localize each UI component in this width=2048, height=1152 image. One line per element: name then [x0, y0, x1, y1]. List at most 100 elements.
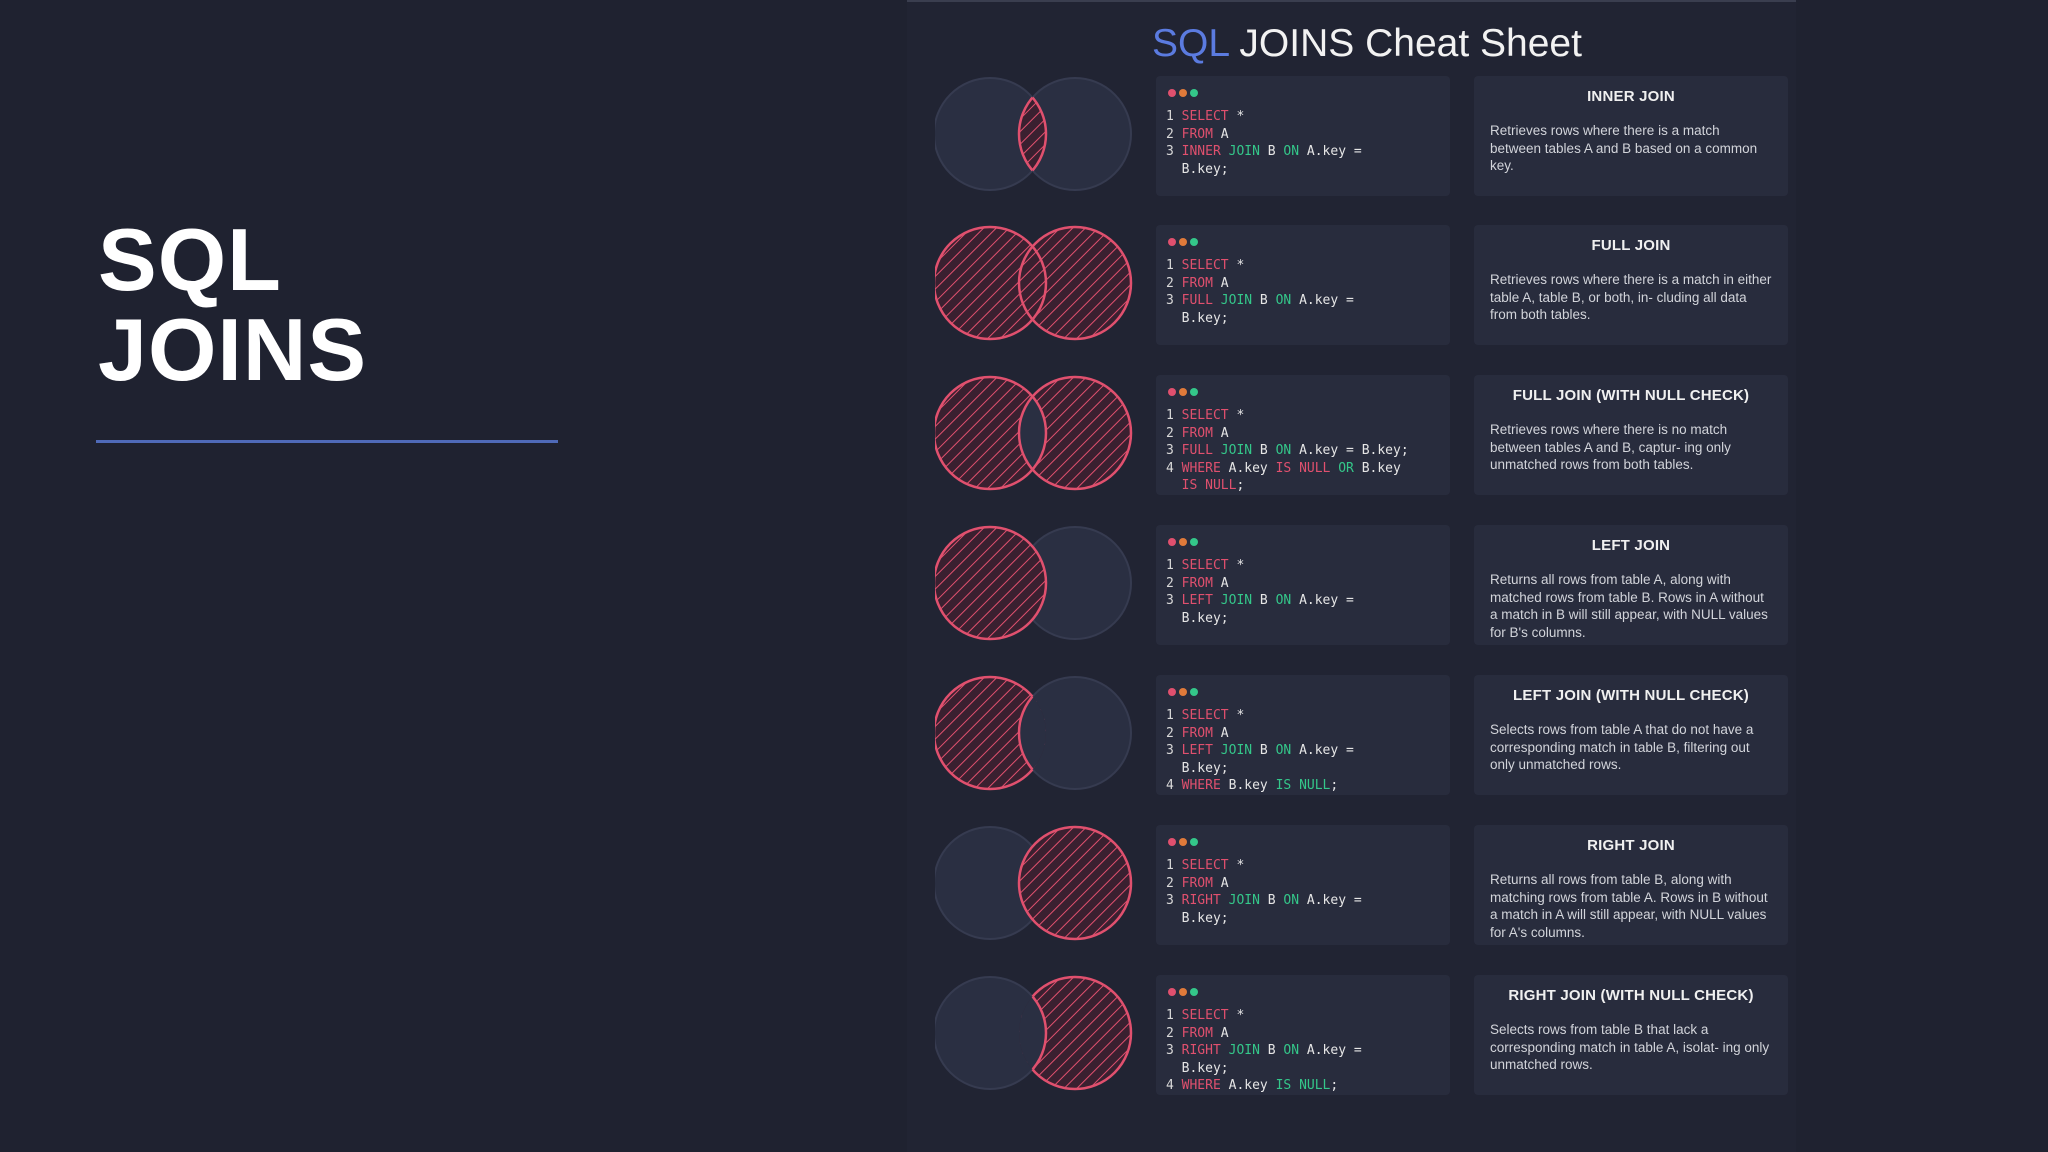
code-line: 2 FROM A [1166, 275, 1444, 293]
sql-keyword: RIGHT [1181, 1043, 1221, 1058]
line-number: 3 [1166, 144, 1182, 159]
sql-text: * [1228, 708, 1245, 723]
sql-text: A [1212, 725, 1229, 741]
code-line: B.key; [1166, 760, 1444, 778]
code-line: 1 SELECT * [1166, 857, 1444, 875]
sql-keyword: ON [1275, 443, 1292, 458]
venn-diagram-right-null [933, 975, 1133, 1091]
sql-text: A [1212, 875, 1229, 891]
code-line: 1 SELECT * [1166, 707, 1444, 725]
join-description-card: FULL JOIN Retrieves rows where there is a… [1474, 225, 1788, 345]
sql-text: A.key = [1299, 893, 1362, 908]
join-description: Selects rows from table B that lack a co… [1490, 1022, 1770, 1072]
maximize-dot-icon [1190, 688, 1198, 696]
sql-keyword: JOIN [1220, 593, 1253, 608]
join-title: INNER JOIN [1587, 88, 1675, 105]
minimize-dot-icon [1179, 538, 1187, 546]
sql-keyword: SELECT [1181, 109, 1229, 124]
code-line: 3 FULL JOIN B ON A.key = B.key; [1166, 442, 1444, 460]
sql-text: ; [1330, 1078, 1339, 1093]
sql-text: A [1212, 575, 1229, 591]
sql-keyword: IS NULL [1275, 778, 1331, 793]
line-number: 1 [1166, 558, 1182, 573]
sql-keyword: IS NULL [1181, 478, 1237, 493]
sql-keyword: FROM [1181, 1025, 1213, 1041]
sql-keyword: FROM [1181, 725, 1213, 741]
sql-keyword: ON [1283, 1043, 1300, 1058]
code-line: 4 WHERE A.key IS NULL OR B.key [1166, 460, 1444, 478]
line-number: 1 [1166, 408, 1182, 423]
sql-keyword: JOIN [1220, 443, 1253, 458]
close-dot-icon [1168, 688, 1176, 696]
sql-text: ; [1236, 478, 1245, 493]
code-line: 4 WHERE B.key IS NULL; [1166, 777, 1444, 795]
sql-text: A.key = [1291, 293, 1354, 308]
sql-keyword: JOIN [1228, 893, 1260, 908]
line-number: 3 [1166, 743, 1182, 758]
minimize-dot-icon [1179, 688, 1187, 696]
venn-diagram-right [933, 825, 1133, 941]
sql-keyword: FULL [1181, 443, 1213, 458]
sql-keyword: FROM [1181, 575, 1213, 591]
sql-text: B [1259, 144, 1284, 159]
join-title: RIGHT JOIN (WITH NULL CHECK) [1508, 987, 1754, 1004]
sql-keyword: JOIN [1220, 293, 1253, 308]
sql-text: A [1212, 275, 1229, 291]
sql-text: A.key [1220, 1078, 1276, 1093]
sql-keyword: ON [1283, 893, 1300, 908]
code-line: 1 SELECT * [1166, 257, 1444, 275]
venn-diagram-full-null [932, 375, 1133, 491]
code-line: 3 LEFT JOIN B ON A.key = [1166, 742, 1444, 760]
sql-text: A.key = [1299, 1043, 1362, 1058]
sql-text: A.key [1220, 460, 1276, 476]
sql-keyword: FROM [1181, 126, 1213, 142]
code-line: 1 SELECT * [1166, 407, 1444, 425]
sql-keyword: INNER [1181, 144, 1221, 159]
sql-text: A.key = [1291, 743, 1354, 758]
minimize-dot-icon [1179, 988, 1187, 996]
sql-keyword: SELECT [1181, 708, 1229, 723]
cheat-sheet-title-keyword: SQL [1152, 22, 1229, 65]
sql-keyword: SELECT [1181, 1008, 1229, 1023]
window-controls [1168, 833, 1201, 851]
window-controls [1168, 533, 1201, 551]
sql-text: * [1228, 858, 1245, 873]
sql-keyword: IS NULL [1275, 460, 1331, 476]
venn-container [933, 76, 1145, 201]
venn-container [932, 375, 1145, 500]
sql-keyword: JOIN [1228, 1043, 1260, 1058]
join-description-card: LEFT JOIN Returns all rows from table A, … [1474, 525, 1788, 645]
sql-text [1213, 293, 1221, 308]
code-line: B.key; [1166, 910, 1444, 928]
sql-text: ; [1330, 778, 1339, 793]
line-number: 1 [1166, 258, 1182, 273]
window-controls [1168, 233, 1201, 251]
join-title: LEFT JOIN [1591, 537, 1671, 554]
code-line: 2 FROM A [1166, 126, 1444, 144]
sql-keyword: JOIN [1228, 144, 1260, 159]
code-line: 3 INNER JOIN B ON A.key = [1166, 143, 1444, 161]
code-line: IS NULL; [1166, 477, 1444, 495]
maximize-dot-icon [1190, 988, 1198, 996]
sql-keyword: WHERE [1181, 460, 1221, 476]
sql-keyword: SELECT [1181, 558, 1229, 573]
maximize-dot-icon [1190, 538, 1198, 546]
venn-container [933, 825, 1145, 950]
sql-text: B [1252, 443, 1276, 458]
sql-text [1213, 743, 1221, 758]
code-line: 3 LEFT JOIN B ON A.key = [1166, 592, 1444, 610]
sql-keyword: LEFT [1181, 743, 1213, 758]
sql-keyword: FROM [1181, 875, 1213, 891]
sql-keyword: FROM [1181, 275, 1213, 291]
cheat-sheet-title: SQL JOINS Cheat Sheet [1152, 22, 1582, 66]
sql-text: A.key = B.key; [1291, 443, 1409, 458]
join-description-card: LEFT JOIN (WITH NULL CHECK) Selects rows … [1474, 675, 1788, 795]
